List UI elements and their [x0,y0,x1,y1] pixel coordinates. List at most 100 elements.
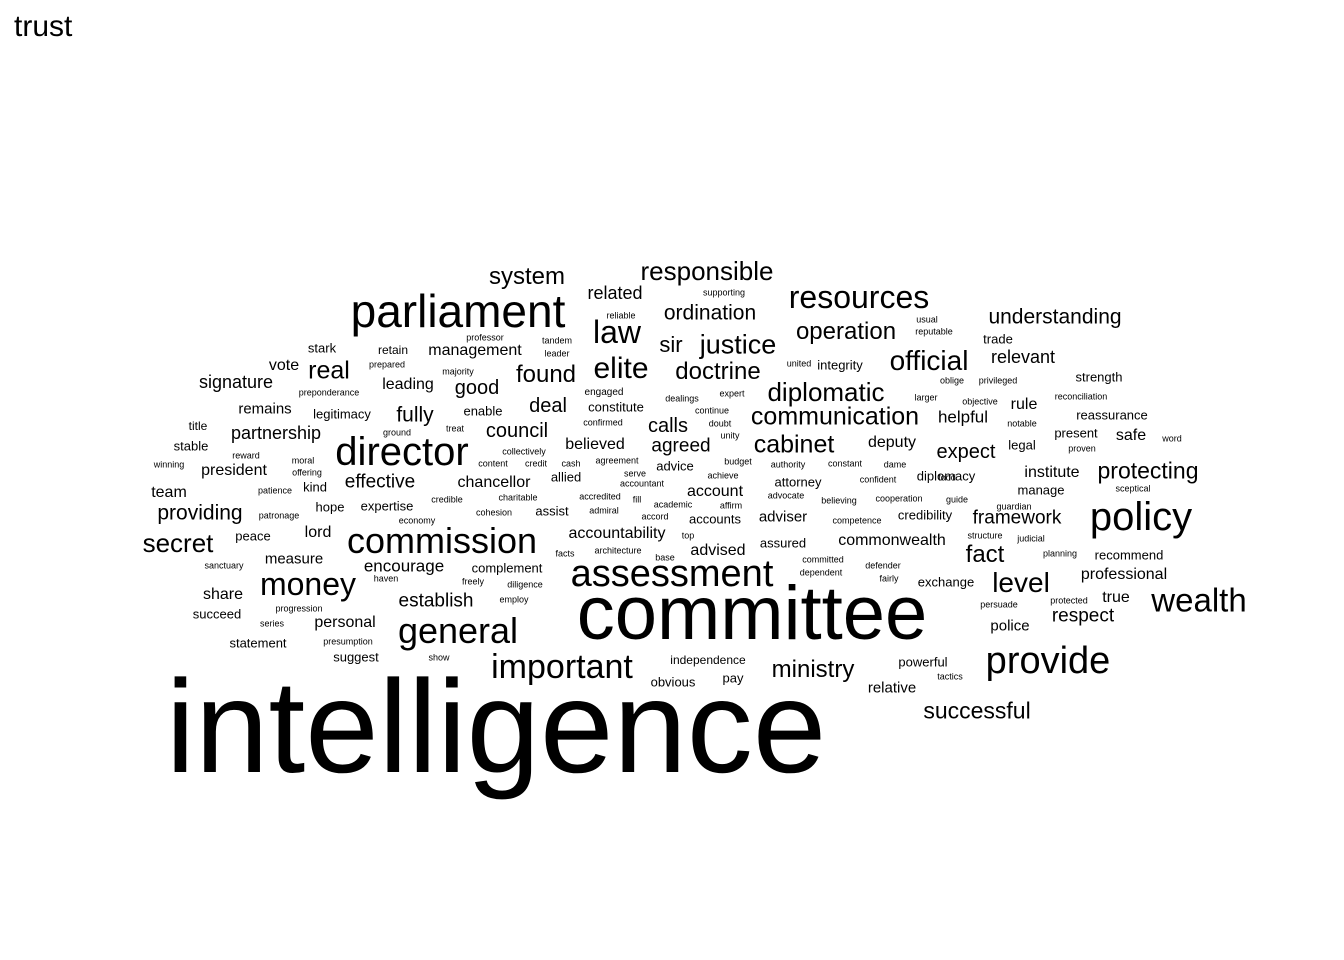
cloud-word: presumption [323,636,373,647]
cloud-word: moral [291,455,315,466]
cloud-word: legitimacy [313,406,371,422]
cloud-word: kind [303,479,327,495]
cloud-word: relative [867,679,917,697]
cloud-word: credibility [897,507,953,523]
cloud-word: manage [1017,482,1065,498]
cloud-word: accord [641,511,669,522]
cloud-word: accountant [619,478,665,489]
cloud-word: cash [561,458,581,469]
cloud-word: competence [832,515,882,526]
cloud-word: allied [550,469,582,485]
cloud-word: budget [724,456,752,467]
cloud-word: base [655,552,675,563]
cloud-word: assured [759,535,807,551]
cloud-word: top [681,530,695,541]
cloud-word: fill [632,494,642,505]
cloud-word: retain [377,343,409,357]
cloud-word: economy [398,515,436,526]
cloud-word: recommend [1094,547,1164,563]
cloud-word: attorney [774,474,822,490]
cloud-word: commission [346,520,538,561]
cloud-word: complement [471,560,543,576]
cloud-word: preponderance [298,387,360,398]
cloud-word: cohesion [475,507,513,518]
cloud-word: architecture [594,545,642,556]
cloud-word: confirmed [583,417,623,428]
cloud-word: reliable [606,310,636,321]
cloud-word: dealings [665,393,699,404]
cloud-word: committed [802,554,844,565]
cloud-word: successful [923,697,1031,724]
cloud-word: judicial [1017,533,1045,544]
cloud-word: expertise [360,498,414,514]
cloud-word: assist [535,503,569,519]
cloud-word: guardian [996,501,1032,512]
cloud-word: oblige [939,375,965,386]
cloud-word: justice [699,329,777,360]
cloud-word: police [990,617,1030,635]
cloud-word: accredited [579,491,621,502]
cloud-word: account [686,483,744,500]
cloud-word: hope [315,499,345,515]
cloud-word: resources [788,279,930,315]
cloud-word: found [515,361,577,388]
cloud-word: ministry [771,656,855,683]
cloud-word: word [1162,433,1182,444]
cloud-word: framework [972,507,1062,529]
cloud-word: achieve [707,470,739,481]
cloud-word: serve [623,468,647,479]
cloud-word: unity [720,430,740,441]
cloud-word: establish [398,590,474,612]
cloud-word: vote [268,357,300,374]
cloud-word: defender [865,560,901,571]
cloud-word: stark [307,340,337,356]
cloud-word: proven [1068,443,1096,454]
cloud-word: system [488,263,566,290]
cloud-word: sanctuary [204,560,244,571]
cloud-word: encourage [363,556,445,576]
cloud-word: believed [565,436,625,453]
cloud-word: level [992,567,1050,598]
cloud-word: employ [499,594,529,605]
cloud-word: expect [936,441,996,463]
cloud-word: reconciliation [1054,391,1108,402]
cloud-word: statement [229,635,287,651]
cloud-word: commonwealth [838,532,946,549]
cloud-word: helpful [937,407,989,427]
cloud-word: obvious [650,674,696,690]
cloud-word: law [592,314,642,350]
cloud-word: expert [719,388,745,399]
cloud-word: remains [238,400,292,418]
cloud-word: structure [967,530,1003,541]
cloud-word: constitute [588,399,644,415]
cloud-word: professional [1080,566,1168,583]
cloud-word: agreement [595,455,639,466]
cloud-word: dependent [799,567,843,578]
cloud-word: pay [722,670,744,686]
cloud-word: admiral [589,505,619,516]
cloud-word: content [478,458,508,469]
cloud-word: collectively [502,446,546,457]
cloud-word: title [188,419,208,433]
cloud-word: prepared [368,359,406,370]
cloud-word: food [938,472,956,483]
cloud-word: show [428,652,450,663]
plot-title: trust [14,10,73,43]
cloud-word: constant [827,458,863,469]
cloud-word: succeed [192,606,242,622]
cloud-word: advised [690,542,746,559]
cloud-word: progression [275,603,323,614]
cloud-word: good [454,377,500,399]
cloud-word: independence [670,653,746,667]
cloud-word: guide [945,494,969,505]
cloud-word: strength [1075,369,1123,385]
cloud-word: exchange [917,574,975,590]
cloud-word: sceptical [1115,483,1151,494]
cloud-word: reassurance [1076,407,1148,423]
cloud-word: wealth [1151,581,1247,619]
cloud-word: tactics [937,671,963,682]
cloud-word: integrity [817,357,863,373]
cloud-word: credit [524,458,548,469]
cloud-word: patience [257,485,293,496]
